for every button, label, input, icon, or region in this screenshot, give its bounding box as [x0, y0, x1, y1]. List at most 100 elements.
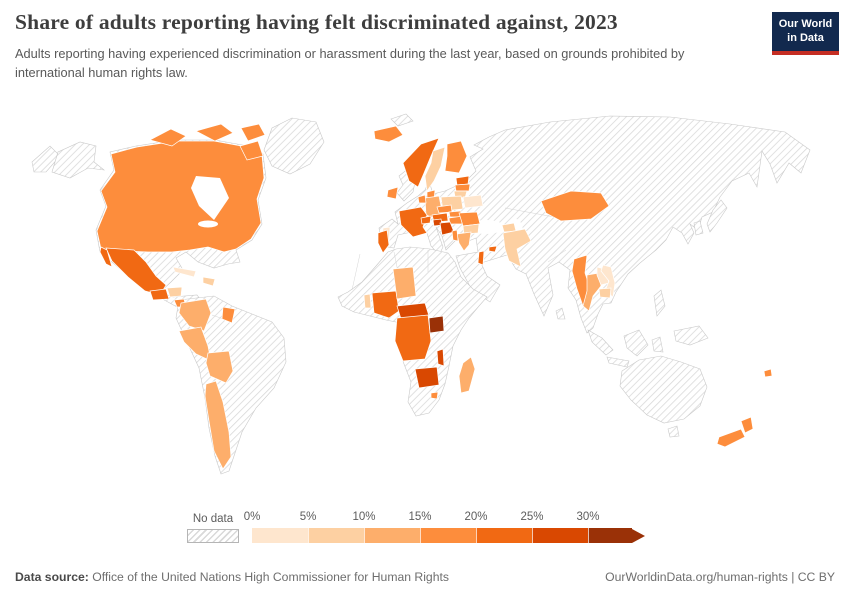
country-mexico-baja[interactable] [99, 246, 113, 268]
landmass-sumatra [587, 329, 614, 356]
legend-no-data[interactable]: No data [187, 513, 239, 543]
owid-logo-line2: in Data [787, 31, 824, 44]
data-source-label: Data source: [15, 570, 89, 584]
country-chad[interactable] [392, 266, 417, 300]
great-lakes [198, 220, 218, 228]
country-uganda[interactable] [428, 315, 445, 334]
legend-tick-label: 20% [464, 511, 488, 523]
country-guatemala[interactable] [149, 288, 170, 301]
country-norway[interactable] [402, 137, 440, 188]
country-chile[interactable] [204, 380, 232, 470]
legend-no-data-swatch[interactable] [187, 529, 239, 543]
legend-tick-label: 5% [299, 511, 317, 523]
country-new-zealand-south[interactable] [716, 428, 746, 448]
country-mongolia[interactable] [540, 190, 610, 222]
country-zimbabwe[interactable] [414, 366, 440, 389]
country-latvia[interactable] [454, 183, 471, 192]
owid-logo-line1: Our World [778, 18, 833, 30]
country-central-african-republic[interactable] [396, 302, 430, 320]
chart-footer: Data source: Office of the United Nation… [15, 570, 835, 584]
landmass-alaska [51, 141, 106, 179]
country-belarus[interactable] [462, 194, 484, 209]
country-netherlands[interactable] [417, 194, 427, 204]
country-finland[interactable] [444, 140, 468, 174]
country-albania[interactable] [451, 229, 459, 242]
country-bulgaria[interactable] [462, 223, 480, 235]
country-canada-arctic-island-2[interactable] [195, 123, 234, 142]
landmass-new-guinea [673, 325, 709, 346]
landmass-tasmania [667, 425, 680, 438]
landmass-svalbard [390, 113, 414, 127]
landmass-greenland [263, 117, 325, 175]
chart-header: Share of adults reporting having felt di… [15, 10, 770, 82]
country-tunisia[interactable] [377, 229, 390, 254]
landmass-chukotka [31, 145, 61, 173]
legend-bin-10-15%[interactable]: 10% [352, 511, 420, 543]
data-countries [96, 123, 773, 470]
landmass-japan [706, 199, 728, 233]
country-azerbaijan[interactable] [501, 222, 517, 233]
legend-tick-label: 15% [408, 511, 432, 523]
country-canada-arctic-island-1[interactable] [149, 128, 187, 147]
country-canada-arctic-island-3[interactable] [240, 123, 266, 142]
country-madagascar[interactable] [458, 356, 476, 394]
legend-bin-30%+[interactable]: 30% [576, 511, 632, 543]
country-colombia[interactable] [178, 298, 212, 332]
country-new-zealand-north[interactable] [740, 416, 754, 434]
landmass-eurasia [378, 115, 811, 334]
country-canada[interactable] [96, 140, 265, 253]
country-france[interactable] [398, 206, 428, 238]
country-israel[interactable] [477, 250, 485, 266]
chart-subtitle: Adults reporting having experienced disc… [15, 46, 685, 81]
country-eswatini[interactable] [430, 391, 439, 400]
country-romania[interactable] [458, 211, 481, 227]
country-cambodia[interactable] [598, 287, 612, 299]
country-greece[interactable] [456, 231, 472, 252]
legend-bin-20-25%[interactable]: 20% [464, 511, 532, 543]
landmass-australia [619, 355, 708, 424]
legend-tick-label: 0% [243, 511, 261, 523]
landmass-sulawesi [651, 336, 664, 353]
page-title: Share of adults reporting having felt di… [15, 10, 618, 34]
country-nigeria[interactable] [371, 290, 400, 319]
legend-bin-25-30%[interactable]: 25% [520, 511, 588, 543]
lakes [191, 176, 229, 228]
data-source-note: Data source: Office of the United Nation… [15, 570, 449, 584]
legend-tick-label: 10% [352, 511, 376, 523]
country-sweden[interactable] [424, 146, 446, 192]
landmass-borneo [623, 329, 649, 357]
country-benin[interactable] [363, 293, 372, 309]
country-honduras[interactable] [166, 286, 183, 298]
legend-bin-5-10%[interactable]: 5% [300, 511, 364, 543]
country-dr-congo[interactable] [394, 314, 432, 362]
country-pakistan[interactable] [502, 228, 532, 268]
legend-bin-15-20%[interactable]: 15% [408, 511, 476, 543]
country-switzerland[interactable] [420, 215, 432, 225]
legend-bin-0-5%[interactable]: 0% [244, 511, 308, 543]
footer-link[interactable]: OurWorldinData.org/human-rights | CC BY [605, 570, 835, 584]
landmass-korea [693, 220, 704, 236]
country-malawi[interactable] [436, 348, 445, 367]
legend-tick-label: 25% [520, 511, 544, 523]
owid-logo[interactable]: Our World in Data [772, 12, 839, 55]
country-ireland[interactable] [386, 186, 399, 200]
country-bolivia[interactable] [205, 350, 234, 384]
country-estonia[interactable] [455, 175, 470, 186]
hudson-bay [191, 176, 229, 220]
legend-color-bar: 0% 5% 10% 15% 20% 25% 30% [244, 511, 645, 543]
country-iceland[interactable] [373, 125, 404, 143]
landmass-sri-lanka [555, 307, 566, 320]
legend-tick-label: 30% [576, 511, 600, 523]
country-canada-baffin[interactable] [239, 140, 264, 161]
country-dominican-republic[interactable] [202, 276, 216, 287]
country-fiji[interactable] [763, 368, 773, 378]
country-cyprus[interactable] [488, 245, 498, 253]
data-source-text: Office of the United Nations High Commis… [92, 570, 449, 584]
country-guyana[interactable] [221, 306, 236, 324]
country-cuba[interactable] [172, 266, 197, 278]
landmass-philippines [653, 289, 666, 317]
legend-arrow-tip [632, 528, 645, 543]
legend-no-data-label: No data [192, 513, 234, 525]
